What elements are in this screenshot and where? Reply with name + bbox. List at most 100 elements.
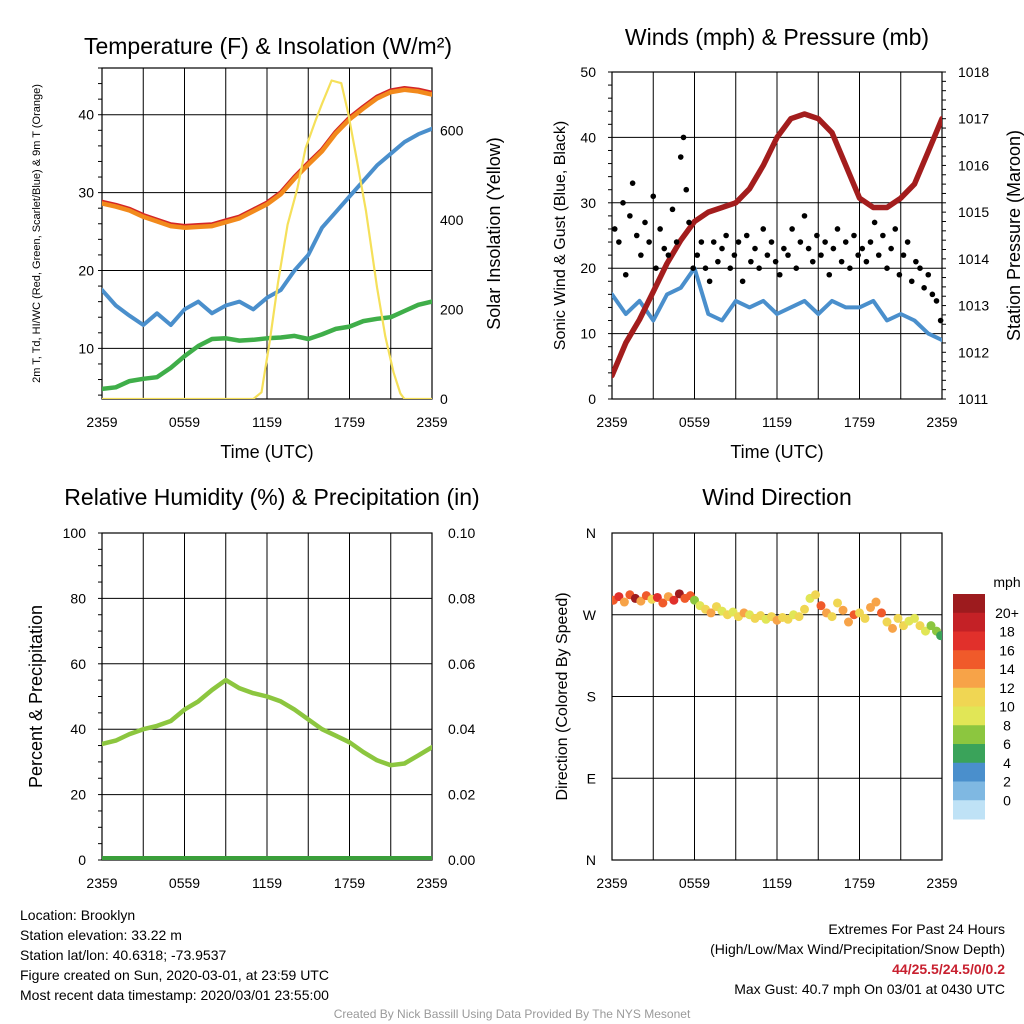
gust-point — [896, 271, 903, 278]
x-tick-label: 2359 — [86, 414, 117, 430]
y2-tick-label: 1018 — [958, 64, 989, 80]
colorbar-label: 2 — [1003, 774, 1011, 790]
colorbar-label: 6 — [1003, 736, 1011, 752]
gust-point — [847, 265, 853, 272]
direction-point — [915, 621, 925, 631]
gust-point — [616, 239, 622, 245]
y-tick-label: 10 — [580, 326, 596, 342]
gust-point — [683, 186, 690, 193]
direction-point — [855, 608, 864, 618]
gust-point — [859, 245, 866, 252]
colorbar-swatch — [953, 594, 985, 614]
pressure-line — [612, 111, 942, 379]
y2-tick-label: 1013 — [958, 298, 989, 314]
gust-point — [611, 226, 618, 232]
x-tick-label: 2359 — [926, 875, 957, 891]
direction-point — [893, 613, 903, 623]
temp-series-line — [102, 126, 432, 327]
y2-tick-label: 0 — [440, 391, 448, 407]
gust-point — [739, 278, 746, 285]
gust-point — [851, 232, 857, 239]
extremes-title: Extremes For Past 24 Hours — [828, 921, 1005, 937]
gust-point — [921, 285, 927, 291]
colorbar-label: 14 — [999, 661, 1015, 677]
y2-tick-label: 0.04 — [448, 721, 475, 737]
y2-tick-label: 0.10 — [448, 525, 475, 541]
direction-point — [860, 613, 870, 623]
y-tick-label: 60 — [70, 656, 86, 672]
y2-tick-label: 1014 — [958, 251, 989, 267]
gust-point — [785, 252, 791, 258]
colorbar-swatch — [953, 612, 985, 632]
gust-point — [702, 265, 709, 272]
gust-point — [801, 213, 808, 219]
gust-point — [706, 278, 713, 285]
colorbar-label: 0 — [1003, 792, 1011, 808]
direction-point — [652, 592, 662, 602]
y-tick-label: 20 — [70, 787, 86, 803]
colorbar-swatch — [953, 687, 985, 707]
x-tick-label: 0559 — [679, 875, 710, 891]
x-tick-label: 2359 — [86, 875, 117, 891]
direction-point — [877, 608, 886, 618]
x-tick-label: 1159 — [762, 875, 792, 891]
gust-point — [789, 226, 795, 232]
y-tick-label: 20 — [78, 262, 94, 278]
colorbar-swatch — [953, 631, 985, 651]
x-tick-label: 2359 — [596, 875, 627, 891]
colorbar-swatch — [953, 800, 985, 820]
y-tick-label: 30 — [78, 185, 94, 201]
y2-tick-label: 600 — [440, 123, 464, 139]
gust-point — [673, 239, 680, 245]
wind-speed-line — [612, 266, 942, 343]
gust-point — [748, 258, 754, 265]
direction-point — [811, 590, 820, 600]
station-location: Location: Brooklyn — [20, 907, 136, 923]
gust-point — [917, 265, 923, 272]
direction-point — [866, 602, 875, 612]
y2-tick-label: 0.00 — [448, 852, 475, 868]
y-tick-label: 10 — [78, 340, 94, 356]
gust-point — [793, 265, 800, 272]
gust-point — [826, 271, 833, 278]
y2-tick-label: 0.08 — [448, 590, 475, 606]
gust-point — [809, 258, 816, 265]
y2-tick-label: 1017 — [958, 111, 989, 127]
dir-grid — [611, 533, 943, 860]
gust-point — [855, 252, 861, 258]
y-axis-title: Direction (Colored By Speed) — [554, 592, 571, 800]
dir-frame — [611, 532, 943, 861]
figure-created: Figure created on Sun, 2020-03-01, at 23… — [20, 967, 329, 983]
gust-point — [768, 239, 775, 245]
y-tick-label: 0 — [588, 391, 596, 407]
humidity-line — [102, 677, 432, 768]
direction-point — [827, 612, 837, 622]
gust-point — [735, 239, 742, 245]
gust-point — [913, 258, 919, 265]
gust-point — [710, 239, 717, 245]
y-tick-label: 0 — [78, 852, 86, 868]
y-tick-label: 40 — [78, 107, 94, 123]
gust-point — [776, 271, 783, 278]
gust-point — [743, 232, 750, 239]
gust-point — [690, 265, 696, 272]
colorbar-swatch — [953, 706, 985, 726]
gust-point — [818, 252, 824, 258]
gust-point — [822, 239, 828, 245]
x-tick-label: 0559 — [169, 414, 200, 430]
gust-point — [814, 232, 820, 239]
y2-tick-label: 1016 — [958, 157, 989, 173]
y2-tick-label: 0.06 — [448, 656, 475, 672]
gust-point — [727, 265, 734, 272]
x-tick-label: 1159 — [762, 414, 792, 430]
temp-series-line — [102, 87, 432, 230]
colorbar-label: 20+ — [995, 605, 1019, 621]
gust-point — [698, 239, 705, 245]
colorbar-swatch — [953, 669, 985, 689]
gust-point — [892, 226, 899, 232]
chart-title: Relative Humidity (%) & Precipitation (i… — [64, 484, 479, 510]
minor-ticks — [98, 532, 102, 861]
colorbar-label: 10 — [999, 699, 1015, 715]
gust-point — [884, 265, 890, 272]
